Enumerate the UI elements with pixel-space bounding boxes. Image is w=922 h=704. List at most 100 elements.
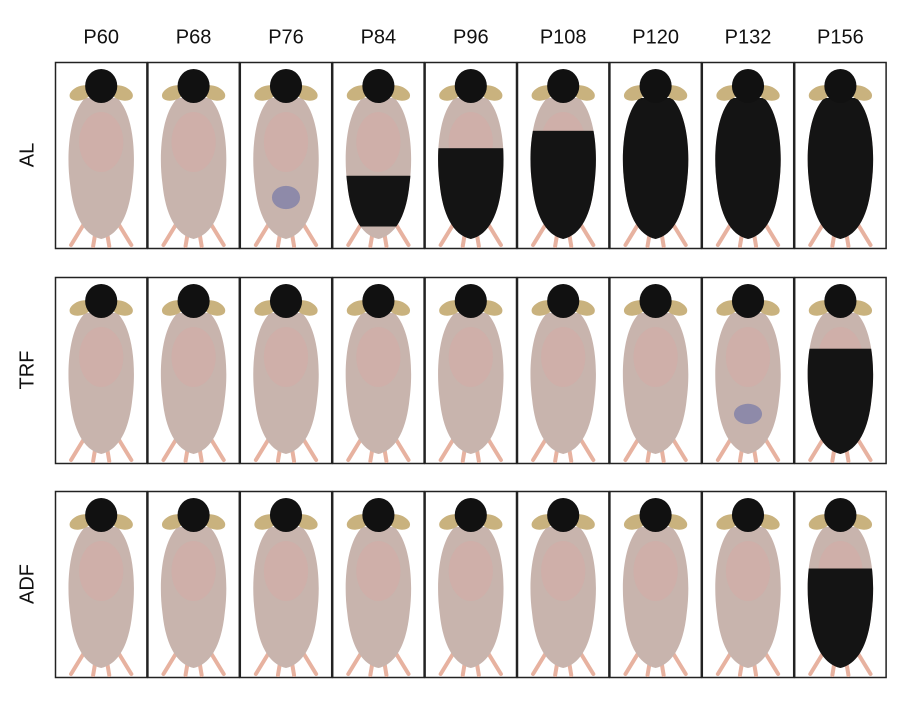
mouse [530, 498, 596, 677]
mouse-photo [609, 276, 703, 465]
column-label: P60 [83, 26, 119, 48]
mouse [807, 69, 874, 248]
head [547, 284, 580, 318]
dark-fur [715, 98, 781, 239]
head [639, 498, 672, 532]
fur-layer [622, 98, 689, 239]
dark-fur [622, 98, 689, 239]
leg [531, 649, 596, 677]
mouse-photo [793, 61, 887, 250]
mouse [160, 69, 227, 248]
head [824, 69, 857, 103]
skin-tint [541, 327, 586, 387]
body [68, 313, 134, 454]
skin-tint [356, 327, 401, 387]
mouse [622, 284, 689, 463]
mouse [345, 69, 412, 248]
body [438, 313, 504, 454]
fur-layer [633, 541, 678, 601]
column-label: P68 [176, 26, 212, 48]
column-label: P84 [361, 26, 397, 48]
fur-layer [345, 112, 412, 227]
mouse [253, 69, 319, 248]
skin-tint [263, 112, 309, 172]
dark-fur [807, 98, 874, 239]
leg [346, 435, 411, 463]
mouse-photo [516, 61, 610, 250]
leg [623, 649, 688, 677]
mouse-photo [239, 276, 333, 465]
skin-tint [633, 541, 678, 601]
fur-layer [171, 327, 216, 387]
leg [161, 435, 226, 463]
body [715, 313, 781, 454]
mouse-photo [331, 61, 425, 250]
fur-layer [541, 327, 586, 387]
skin-tint [633, 327, 678, 387]
head [731, 284, 765, 318]
leg [69, 435, 134, 463]
mouse-photo [54, 490, 148, 679]
mouse-photo [424, 276, 518, 465]
skin-tint [356, 112, 401, 172]
leg [808, 649, 873, 677]
body [622, 527, 689, 668]
mouse-photo [609, 61, 703, 250]
skin-tint [171, 112, 216, 172]
leg [623, 435, 688, 463]
fur-layer [171, 541, 216, 601]
head [454, 498, 487, 532]
body [160, 527, 227, 668]
leg [161, 649, 226, 677]
body [438, 527, 504, 668]
head [454, 284, 487, 318]
mouse-photo [54, 61, 148, 250]
head [547, 498, 580, 532]
head [269, 69, 303, 103]
mouse [68, 498, 134, 677]
mouse-photo [147, 490, 241, 679]
leg [715, 649, 781, 677]
head [731, 69, 765, 103]
mouse [438, 498, 504, 677]
head [731, 498, 765, 532]
head [547, 69, 580, 103]
fur-layer [79, 327, 124, 387]
mouse [715, 284, 781, 463]
mouse [622, 69, 689, 248]
mouse-photo [147, 61, 241, 250]
mouse-photo [516, 276, 610, 465]
fur-layer [448, 541, 493, 601]
head [177, 284, 210, 318]
leg [346, 220, 411, 248]
mouse-photo [701, 490, 795, 679]
leg [161, 220, 226, 248]
skin-tint [448, 327, 493, 387]
leg [346, 649, 411, 677]
mouse [253, 498, 319, 677]
column-label: P108 [540, 26, 587, 48]
mouse [160, 498, 227, 677]
mouse-photo [424, 61, 518, 250]
leg [69, 649, 134, 677]
column-label: P96 [453, 26, 489, 48]
fur-layer [725, 541, 771, 601]
mouse [345, 284, 412, 463]
fur-layer [448, 327, 493, 387]
body [253, 98, 319, 239]
body [160, 313, 227, 454]
leg [253, 649, 319, 677]
body [68, 527, 134, 668]
head [639, 69, 672, 103]
fur-patch [733, 403, 763, 425]
mouse [160, 284, 227, 463]
mouse-photo [609, 490, 703, 679]
leg [623, 220, 688, 248]
column-label: P132 [725, 26, 772, 48]
fur-patch [271, 185, 301, 210]
body [253, 313, 319, 454]
head [85, 284, 118, 318]
mouse-photo [239, 490, 333, 679]
